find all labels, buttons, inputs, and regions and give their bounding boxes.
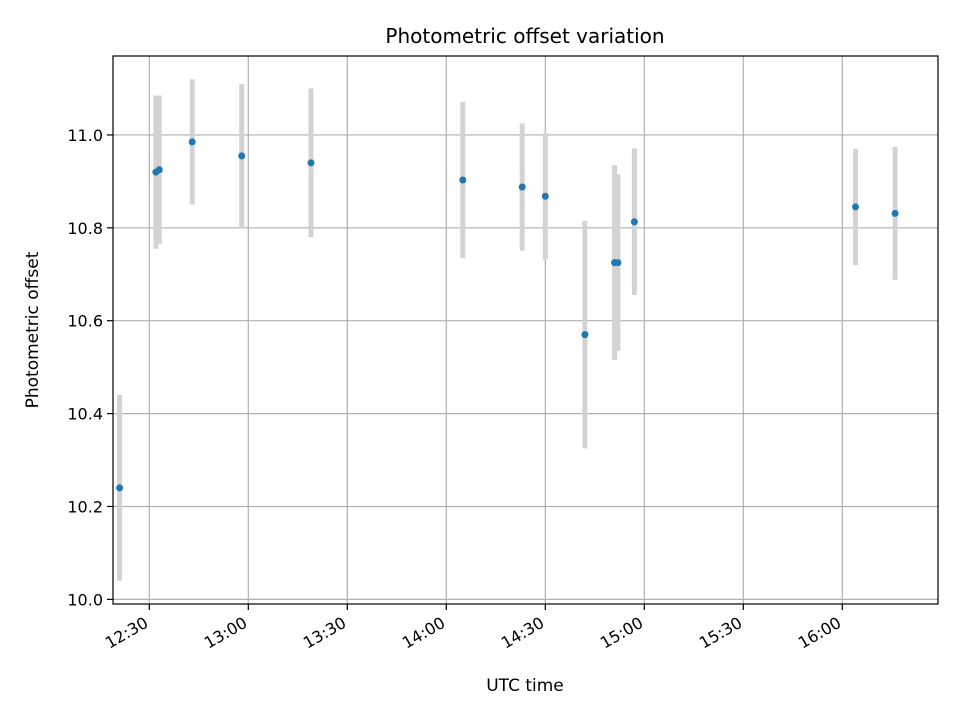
data-point bbox=[518, 183, 526, 191]
y-axis-ticks: 10.0 10.2 10.4 10.6 10.8 11.0 bbox=[67, 126, 113, 609]
x-tick-label: 13:30 bbox=[300, 613, 349, 653]
data-point bbox=[541, 192, 549, 200]
x-tick-label: 14:30 bbox=[498, 613, 547, 653]
y-tick-label: 10.4 bbox=[67, 405, 103, 424]
data-point bbox=[891, 209, 899, 217]
data-point bbox=[188, 138, 196, 146]
data-point bbox=[459, 176, 467, 184]
data-point bbox=[852, 203, 859, 211]
x-axis-ticks: 12:30 13:00 13:30 14:00 14:30 15:00 15:30 16:00 bbox=[102, 604, 844, 653]
y-tick-label: 10.0 bbox=[67, 590, 103, 609]
data-point bbox=[307, 159, 315, 167]
chart-title: Photometric offset variation bbox=[385, 24, 664, 48]
y-tick-label: 11.0 bbox=[67, 126, 103, 145]
x-axis-label: UTC time bbox=[486, 676, 564, 696]
x-tick-label: 15:00 bbox=[597, 613, 646, 653]
data-point bbox=[614, 259, 622, 267]
y-tick-label: 10.8 bbox=[67, 219, 103, 238]
y-axis-label: Photometric offset bbox=[23, 251, 43, 408]
data-point bbox=[238, 152, 246, 160]
x-tick-label: 14:00 bbox=[399, 613, 448, 653]
x-tick-label: 16:00 bbox=[795, 613, 844, 653]
plot-frame bbox=[112, 55, 939, 605]
x-tick-label: 15:30 bbox=[696, 613, 745, 653]
y-tick-label: 10.6 bbox=[67, 312, 103, 331]
data-point bbox=[116, 484, 124, 492]
error-bars bbox=[117, 79, 898, 581]
grid-lines bbox=[113, 56, 938, 604]
x-tick-label: 13:00 bbox=[201, 613, 250, 653]
x-tick-label: 12:30 bbox=[102, 613, 151, 653]
data-point bbox=[155, 166, 163, 174]
data-point bbox=[581, 331, 589, 339]
data-points bbox=[116, 138, 899, 492]
y-tick-label: 10.2 bbox=[67, 497, 103, 516]
data-point bbox=[630, 218, 638, 226]
